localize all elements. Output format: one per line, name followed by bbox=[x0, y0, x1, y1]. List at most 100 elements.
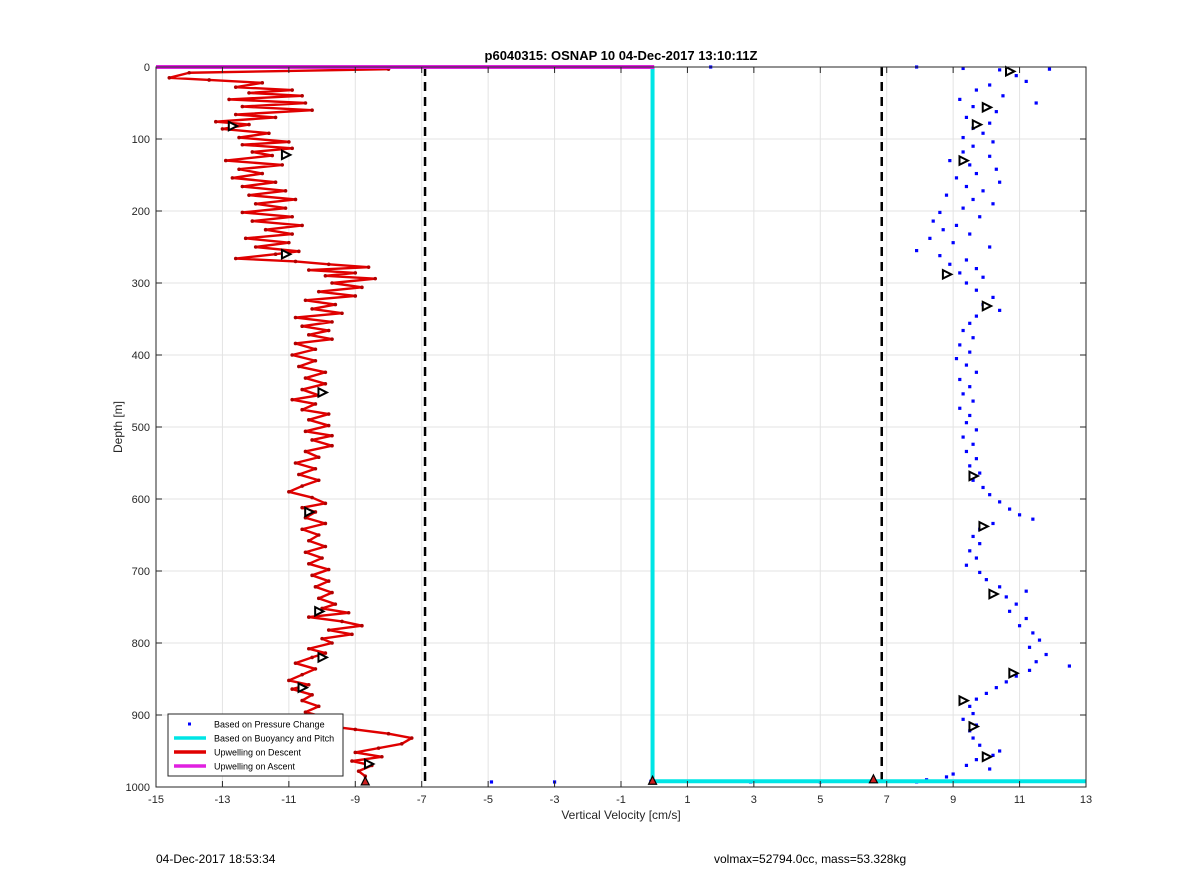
series-point bbox=[300, 527, 304, 532]
series-point bbox=[306, 646, 311, 651]
chart-title: p6040315: OSNAP 10 04-Dec-2017 13:10:11Z bbox=[485, 48, 758, 63]
data-point bbox=[968, 704, 972, 708]
series-point bbox=[330, 281, 334, 285]
series-point bbox=[243, 236, 248, 241]
filled-triangle-marker bbox=[868, 773, 879, 784]
data-point bbox=[1014, 74, 1018, 78]
series-point bbox=[316, 704, 321, 709]
series-point bbox=[376, 746, 381, 750]
series-point bbox=[353, 271, 358, 275]
data-point bbox=[958, 97, 962, 101]
x-tick-label: 1 bbox=[684, 794, 690, 806]
data-point bbox=[974, 428, 978, 432]
data-point bbox=[971, 478, 975, 482]
series-point bbox=[283, 189, 288, 193]
data-point bbox=[938, 210, 942, 215]
data-point bbox=[1047, 67, 1052, 71]
x-tick-label: 5 bbox=[817, 794, 823, 806]
data-point bbox=[974, 267, 978, 271]
y-tick-label: 600 bbox=[132, 494, 150, 506]
series-point bbox=[320, 556, 324, 560]
series-point bbox=[290, 687, 294, 691]
data-point bbox=[954, 176, 959, 180]
series-point bbox=[270, 153, 275, 158]
hollow-triangle-marker bbox=[988, 588, 1001, 600]
data-point bbox=[915, 249, 919, 253]
series-point bbox=[293, 259, 298, 264]
series-point bbox=[290, 397, 294, 402]
series-point bbox=[303, 101, 308, 105]
series-point bbox=[306, 682, 311, 687]
series-point bbox=[303, 298, 308, 303]
series-point bbox=[350, 632, 354, 637]
data-point bbox=[944, 775, 949, 779]
series-point bbox=[283, 206, 288, 210]
series-point bbox=[167, 76, 172, 80]
hollow-triangle-marker bbox=[981, 750, 994, 763]
hollow-triangle-marker bbox=[941, 268, 954, 281]
data-point bbox=[998, 500, 1002, 504]
series-point bbox=[386, 731, 391, 736]
hollow-triangle-marker bbox=[317, 386, 330, 399]
data-point bbox=[974, 88, 978, 92]
hollow-triangle-marker bbox=[978, 520, 991, 533]
series-point bbox=[227, 97, 231, 102]
data-point bbox=[964, 421, 969, 425]
series-point bbox=[267, 131, 271, 136]
data-point bbox=[1008, 609, 1012, 613]
hollow-triangle-marker bbox=[363, 758, 376, 770]
data-point bbox=[988, 767, 992, 771]
hollow-triangle-marker bbox=[958, 694, 971, 707]
series-point bbox=[290, 353, 294, 357]
series-point bbox=[237, 167, 241, 172]
y-axis-label: Depth [m] bbox=[111, 401, 125, 453]
data-point bbox=[964, 363, 969, 367]
data-point bbox=[951, 241, 955, 245]
hollow-triangle-marker bbox=[968, 470, 981, 482]
series-point bbox=[233, 112, 238, 117]
data-point bbox=[971, 442, 975, 446]
legend: Based on Pressure Change Based on Buoyanc… bbox=[167, 713, 344, 777]
series-point bbox=[287, 140, 291, 144]
data-point bbox=[978, 570, 982, 575]
data-point bbox=[988, 493, 992, 497]
hollow-triangle-marker bbox=[971, 118, 984, 131]
data-point bbox=[984, 578, 988, 582]
series-point bbox=[240, 184, 245, 189]
y-tick-label: 500 bbox=[132, 422, 150, 434]
y-tick-label: 200 bbox=[132, 206, 150, 218]
series-point bbox=[290, 232, 294, 236]
data-point bbox=[1008, 507, 1012, 511]
data-point bbox=[968, 549, 972, 553]
series-point bbox=[300, 94, 304, 98]
data-point bbox=[974, 288, 978, 292]
y-tick-label: 800 bbox=[132, 638, 150, 650]
data-point bbox=[1004, 595, 1008, 599]
data-point bbox=[971, 711, 975, 716]
hollow-triangle-marker bbox=[297, 681, 310, 694]
series-point bbox=[330, 590, 334, 595]
data-point bbox=[961, 435, 965, 439]
data-point bbox=[961, 66, 965, 71]
data-point bbox=[1027, 645, 1032, 649]
data-point bbox=[1004, 680, 1008, 684]
hollow-triangle-marker bbox=[314, 605, 326, 618]
data-point bbox=[964, 115, 969, 119]
data-point bbox=[1037, 638, 1042, 642]
data-point bbox=[978, 215, 982, 219]
hollow-triangle-marker bbox=[1005, 65, 1017, 78]
x-tick-label: -9 bbox=[350, 794, 360, 806]
footer-volmax-mass: volmax=52794.0cc, mass=53.328kg bbox=[714, 852, 907, 866]
y-tick-label: 300 bbox=[132, 278, 150, 290]
series-point bbox=[330, 641, 334, 645]
series-point bbox=[310, 438, 314, 442]
data-point bbox=[994, 686, 998, 690]
hollow-triangle-marker bbox=[958, 154, 971, 167]
series-point bbox=[300, 223, 304, 228]
data-point bbox=[964, 449, 969, 454]
data-point bbox=[1001, 94, 1005, 98]
series-point bbox=[297, 249, 301, 254]
x-tick-label: 9 bbox=[950, 794, 956, 806]
series-point bbox=[293, 661, 298, 665]
